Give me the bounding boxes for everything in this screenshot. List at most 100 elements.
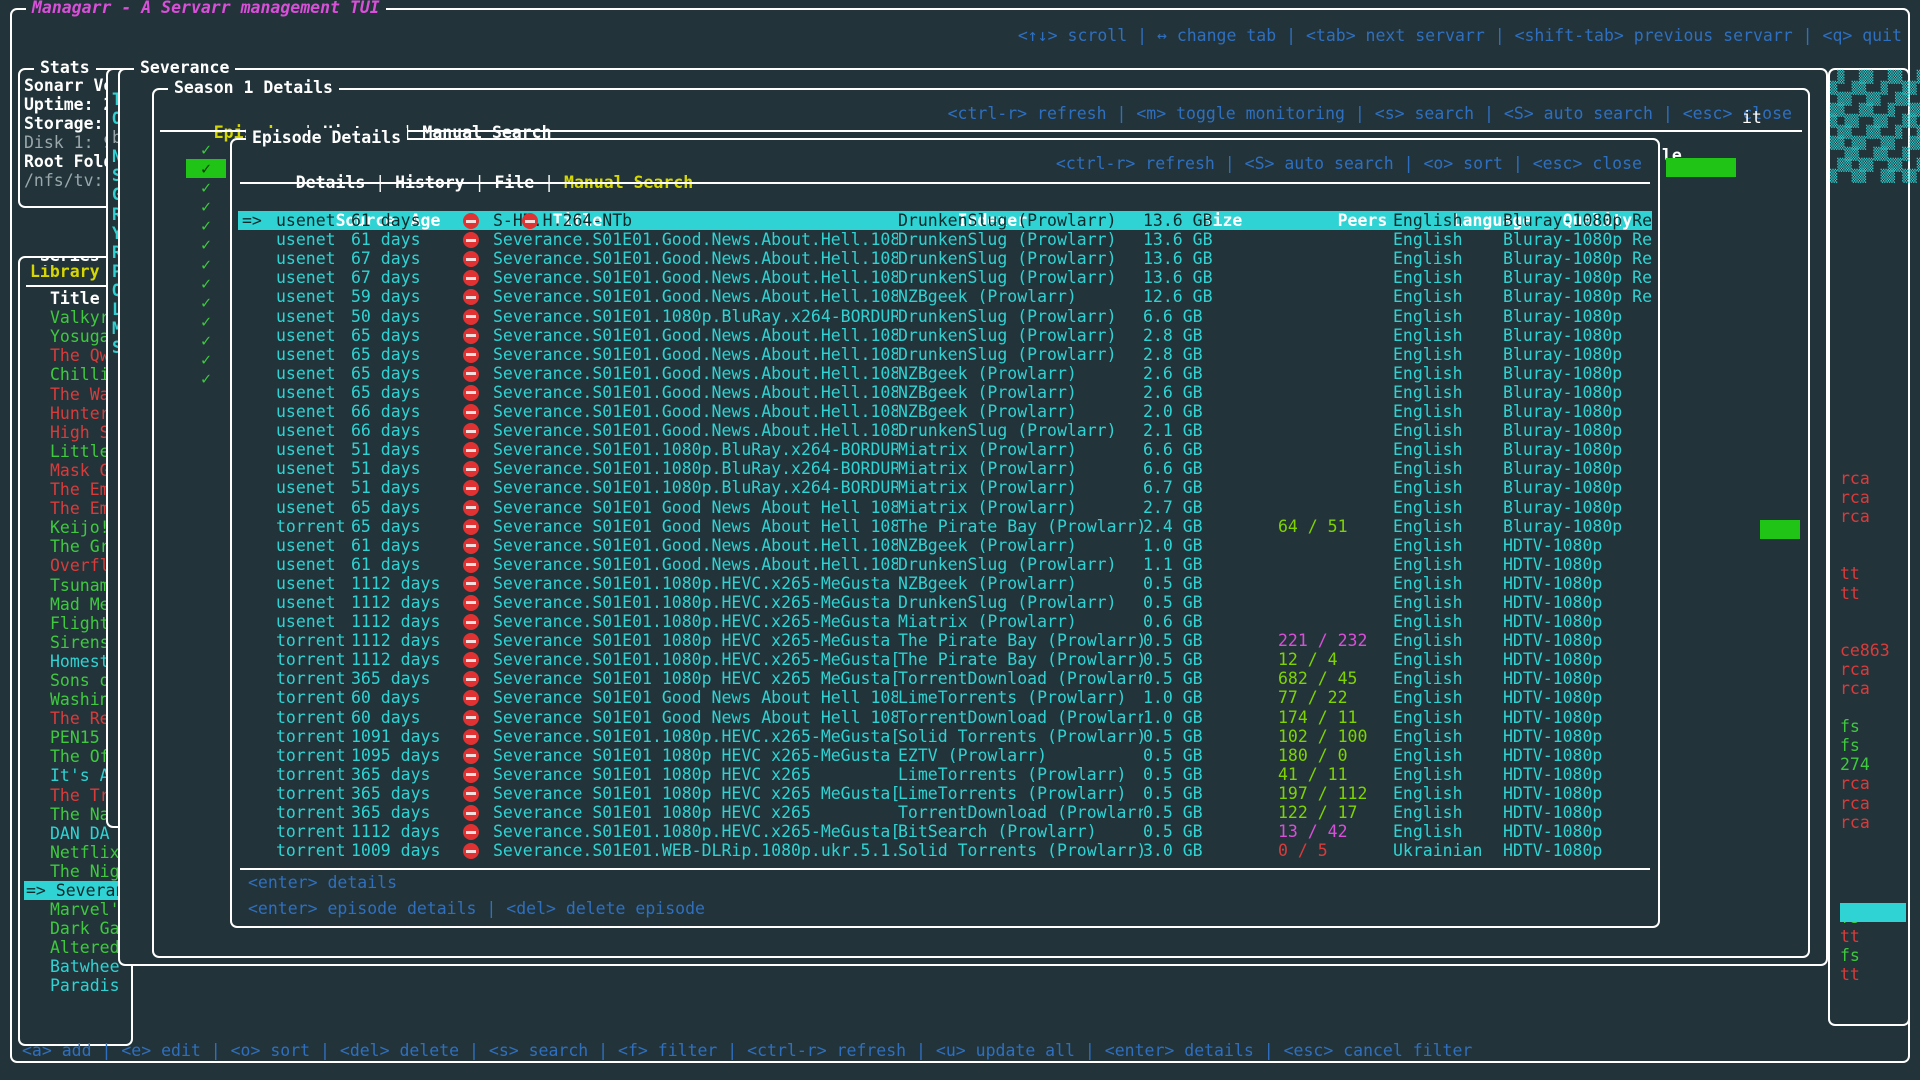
table-row[interactable]: usenet 51 days Severance.S01E01.1080p.BluR… <box>238 459 1652 478</box>
table-row[interactable]: usenet 59 days Severance.S01E01.Good.News.… <box>238 287 1652 306</box>
cell-language: English <box>1393 402 1463 422</box>
monitoring-check-icon[interactable]: ✓ <box>201 273 211 293</box>
table-row[interactable]: usenet 66 days Severance.S01E01.Good.News.… <box>238 421 1652 440</box>
table-row[interactable]: torrent 1112 days Severance S01E01 1080p H… <box>238 631 1652 650</box>
list-item[interactable]: Dark Ga <box>50 919 120 939</box>
cell-indexer: DrunkenSlug (Prowlarr) <box>898 421 1117 441</box>
table-row[interactable]: usenet 65 days Severance S01E01 Good News … <box>238 498 1652 517</box>
table-row[interactable]: usenet 66 days Severance.S01E01.Good.News.… <box>238 402 1652 421</box>
series-list[interactable]: Title Valkyri Yosuga The Qwa Chillin The Way H… <box>20 289 131 995</box>
list-item[interactable]: Tsunami <box>50 575 120 595</box>
right-list-item <box>1838 603 1910 622</box>
cell-quality: Bluray-1080p Re <box>1503 230 1652 250</box>
list-item[interactable]: Little <box>50 441 110 461</box>
table-row[interactable]: torrent 60 days Severance S01E01 Good News… <box>238 708 1652 727</box>
rejected-icon <box>448 440 493 460</box>
release-table[interactable]: SourceAgeTitleIndexerSizePeersLanguageQu… <box>238 192 1652 862</box>
monitoring-check-icon[interactable]: ✓ <box>201 140 211 159</box>
list-item[interactable]: Keijo!! <box>50 518 120 538</box>
tab-manual-search[interactable]: Manual Search <box>422 123 552 143</box>
list-item[interactable]: Overflo <box>50 556 120 576</box>
table-row[interactable]: torrent 365 days Severance S01E01 1080p HE… <box>238 784 1652 803</box>
list-item[interactable]: Chillin <box>50 365 120 385</box>
monitoring-check-icon[interactable]: ✓ <box>201 254 211 274</box>
right-spacer <box>1838 125 1910 144</box>
cell-source: usenet <box>276 497 336 517</box>
table-row[interactable]: torrent 60 days Severance S01E01 Good News… <box>238 688 1652 707</box>
list-item[interactable]: The Nig <box>50 861 120 881</box>
list-item[interactable]: Netflix <box>50 842 120 862</box>
list-item[interactable]: Yosuga <box>50 327 110 347</box>
cell-quality: HDTV-1080p <box>1503 631 1603 651</box>
cell-language: English <box>1393 707 1463 727</box>
monitoring-check-icon[interactable]: ✓ <box>201 292 211 312</box>
list-item[interactable]: Marvel' <box>50 900 120 920</box>
table-row[interactable]: usenet 51 days Severance.S01E01.1080p.BluR… <box>238 478 1652 497</box>
series-item-selected[interactable]: => Severan <box>24 881 131 901</box>
list-item[interactable]: PEN15 <box>50 728 100 748</box>
right-green-bar-2 <box>1760 520 1800 539</box>
rejected-icon <box>448 765 493 785</box>
list-item[interactable]: Flight <box>50 613 110 633</box>
table-row[interactable]: usenet 67 days Severance.S01E01.Good.News.… <box>238 249 1652 268</box>
cell-title: Severance S01E01 1080p HEVC x265 <box>493 764 811 784</box>
table-row[interactable]: usenet 61 days Severance.S01E01.Good.News.… <box>238 536 1652 555</box>
monitoring-check-icon[interactable]: ✓ <box>201 235 211 255</box>
monitoring-check-icon[interactable]: ✓ <box>201 311 211 331</box>
cell-title: Severance.S01E01.1080p.HEVC.x265-MeGusta… <box>493 822 898 842</box>
cell-language: English <box>1393 382 1463 402</box>
right-list-item <box>1838 412 1910 431</box>
monitoring-check-icon[interactable]: ✓ <box>201 178 211 198</box>
cell-indexer: DrunkenSlug (Prowlarr) <box>898 230 1117 250</box>
rejected-icon <box>448 708 493 728</box>
table-row[interactable]: torrent 1091 days Severance.S01E01.1080p.H… <box>238 727 1652 746</box>
table-row[interactable]: torrent 1095 days Severance S01E01 1080p H… <box>238 746 1652 765</box>
release-table-body[interactable]: => usenet 61 days S-HD.H.264-NTb DrunkenSlug… <box>238 211 1652 862</box>
table-row[interactable]: usenet 1112 days Severance.S01E01.1080p.HE… <box>238 574 1652 593</box>
table-row[interactable]: usenet 50 days Severance.S01E01.1080p.BluR… <box>238 307 1652 326</box>
monitoring-check-icon[interactable]: ✓ <box>201 216 211 236</box>
table-row[interactable]: usenet 65 days Severance.S01E01.Good.News.… <box>238 364 1652 383</box>
table-row[interactable]: torrent 365 days Severance S01E01 1080p HE… <box>238 803 1652 822</box>
table-row[interactable]: torrent 365 days Severance S01E01 1080p HE… <box>238 765 1652 784</box>
table-row[interactable]: torrent 1009 days Severance.S01E01.WEB-DLR… <box>238 841 1652 860</box>
monitoring-check-icon[interactable]: ✓ <box>201 350 211 370</box>
table-row[interactable]: usenet 65 days Severance.S01E01.Good.News.… <box>238 345 1652 364</box>
list-item[interactable]: Altered <box>50 938 120 958</box>
table-row[interactable]: torrent 365 days Severance S01E01 1080p HE… <box>238 669 1652 688</box>
table-row[interactable]: torrent 1112 days Severance.S01E01.1080p.H… <box>238 650 1652 669</box>
list-item[interactable]: Hunter <box>50 403 110 423</box>
cell-language: Russian <box>1393 860 1503 862</box>
table-row[interactable]: usenet 65 days Severance.S01E01.Good.News.… <box>238 326 1652 345</box>
cell-quality: HDTV-1080p <box>1503 822 1603 842</box>
cell-quality: HDTV-1080p <box>1503 573 1603 593</box>
cell-indexer: DrunkenSlug (Prowlarr) <box>898 325 1117 345</box>
table-row[interactable]: usenet 67 days Severance.S01E01.Good.News.… <box>238 268 1652 287</box>
right-spacer <box>1838 278 1910 297</box>
list-item[interactable]: Sirens <box>50 632 110 652</box>
list-item[interactable]: Valkyri <box>50 308 120 328</box>
right-list-item: ce863 <box>1840 640 1890 660</box>
table-row[interactable]: usenet 61 days Severance.S01E01.Good.News.… <box>238 230 1652 249</box>
list-item[interactable]: Paradis <box>50 976 120 996</box>
monitoring-check-icon[interactable]: ✓ <box>201 197 211 217</box>
table-row[interactable]: usenet 65 days Severance.S01E01.Good.News.… <box>238 383 1652 402</box>
table-row[interactable]: usenet 51 days Severance.S01E01.1080p.BluR… <box>238 440 1652 459</box>
table-row[interactable]: torrent1090 days Severance.S01E01.1080p.r… <box>238 860 1652 862</box>
tab-library[interactable]: Library <box>30 262 100 281</box>
cell-peers: 221 / 232 <box>1278 631 1368 651</box>
monitoring-check-icon[interactable]: ✓ <box>201 330 211 350</box>
list-item[interactable]: Homeste <box>50 651 120 671</box>
monitoring-check-icon[interactable]: ✓ <box>186 159 226 179</box>
table-row[interactable]: usenet 61 days Severance.S01E01.Good.News.… <box>238 555 1652 574</box>
table-row[interactable]: usenet 1112 days Severance.S01E01.1080p.HE… <box>238 593 1652 612</box>
monitoring-check-icon[interactable]: ✓ <box>201 369 211 389</box>
table-row-selected[interactable]: => usenet 61 days S-HD.H.264-NTb DrunkenSlug… <box>238 211 1652 231</box>
list-item[interactable]: Batwhee <box>50 957 120 977</box>
table-row[interactable]: torrent 65 days Severance S01E01 Good News… <box>238 517 1652 536</box>
list-item[interactable]: Washing <box>50 690 120 710</box>
list-item[interactable]: DAN DA <box>50 823 110 843</box>
table-row[interactable]: torrent 1112 days Severance.S01E01.1080p.H… <box>238 822 1652 841</box>
table-row[interactable]: usenet 1112 days Severance.S01E01.1080p.HE… <box>238 612 1652 631</box>
right-list-item <box>1838 622 1910 641</box>
